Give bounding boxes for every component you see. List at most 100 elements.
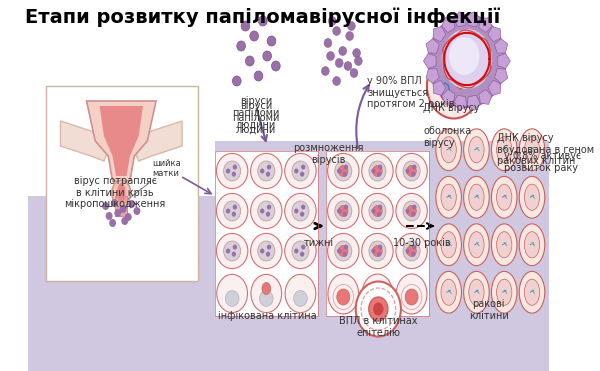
Text: шийка
матки: шийка матки bbox=[152, 158, 181, 178]
Ellipse shape bbox=[285, 233, 316, 269]
Ellipse shape bbox=[224, 161, 241, 181]
Ellipse shape bbox=[441, 279, 456, 305]
Ellipse shape bbox=[371, 289, 384, 305]
Circle shape bbox=[241, 21, 250, 31]
Circle shape bbox=[300, 172, 304, 177]
Polygon shape bbox=[442, 89, 455, 104]
Ellipse shape bbox=[403, 161, 420, 181]
Ellipse shape bbox=[335, 241, 352, 261]
Ellipse shape bbox=[217, 233, 248, 269]
Circle shape bbox=[106, 212, 113, 220]
Ellipse shape bbox=[524, 279, 539, 305]
Ellipse shape bbox=[285, 275, 316, 313]
Text: 10-30 років: 10-30 років bbox=[393, 238, 451, 248]
Ellipse shape bbox=[396, 153, 427, 188]
Ellipse shape bbox=[497, 184, 512, 210]
Bar bbox=[215, 151, 317, 271]
Circle shape bbox=[263, 51, 272, 61]
Text: віруси
папіломи
людини: віруси папіломи людини bbox=[232, 96, 280, 129]
Circle shape bbox=[337, 209, 341, 213]
Polygon shape bbox=[467, 12, 480, 27]
Text: ДНК вірусу: ДНК вірусу bbox=[424, 103, 480, 113]
Circle shape bbox=[333, 76, 341, 85]
Ellipse shape bbox=[338, 206, 348, 217]
Circle shape bbox=[115, 209, 121, 217]
Ellipse shape bbox=[407, 165, 416, 177]
Ellipse shape bbox=[442, 29, 492, 89]
Ellipse shape bbox=[362, 274, 393, 314]
Circle shape bbox=[378, 165, 382, 170]
Ellipse shape bbox=[497, 279, 512, 305]
Ellipse shape bbox=[427, 53, 481, 118]
Ellipse shape bbox=[519, 224, 545, 266]
Ellipse shape bbox=[405, 289, 418, 305]
Circle shape bbox=[125, 213, 132, 221]
Bar bbox=[28, 196, 550, 371]
Ellipse shape bbox=[217, 193, 248, 229]
Circle shape bbox=[347, 22, 355, 30]
Polygon shape bbox=[488, 27, 501, 42]
Ellipse shape bbox=[226, 290, 239, 306]
Ellipse shape bbox=[469, 232, 484, 258]
Ellipse shape bbox=[407, 206, 416, 217]
Circle shape bbox=[232, 76, 241, 86]
Text: розмноження
вірусів: розмноження вірусів bbox=[293, 143, 363, 165]
Text: вірус потрапляє
в клітини крізь
мікропошкодження: вірус потрапляє в клітини крізь мікропош… bbox=[65, 176, 166, 209]
Ellipse shape bbox=[464, 271, 489, 313]
Ellipse shape bbox=[258, 201, 275, 221]
Circle shape bbox=[300, 211, 304, 217]
Ellipse shape bbox=[338, 245, 348, 257]
Circle shape bbox=[267, 36, 276, 46]
Ellipse shape bbox=[369, 241, 386, 261]
Circle shape bbox=[233, 165, 237, 170]
Circle shape bbox=[226, 209, 230, 213]
Ellipse shape bbox=[362, 153, 393, 188]
Ellipse shape bbox=[258, 241, 275, 261]
Circle shape bbox=[412, 244, 416, 250]
Circle shape bbox=[301, 244, 305, 250]
Ellipse shape bbox=[251, 275, 281, 313]
Circle shape bbox=[353, 49, 361, 58]
Ellipse shape bbox=[441, 232, 456, 258]
Circle shape bbox=[128, 200, 135, 208]
Ellipse shape bbox=[117, 183, 125, 203]
Ellipse shape bbox=[464, 224, 489, 266]
Ellipse shape bbox=[335, 161, 352, 181]
Ellipse shape bbox=[262, 282, 271, 295]
Text: ДНК вірусу
вбудована в геном
ракових клітин: ДНК вірусу вбудована в геном ракових клі… bbox=[497, 133, 595, 166]
Ellipse shape bbox=[328, 153, 359, 188]
Circle shape bbox=[266, 172, 270, 177]
Circle shape bbox=[272, 61, 280, 71]
Circle shape bbox=[294, 249, 299, 253]
Polygon shape bbox=[454, 12, 467, 27]
Ellipse shape bbox=[285, 193, 316, 229]
Circle shape bbox=[371, 168, 376, 174]
Bar bbox=[215, 151, 317, 316]
Polygon shape bbox=[424, 53, 436, 69]
Ellipse shape bbox=[251, 193, 282, 229]
Ellipse shape bbox=[369, 161, 386, 181]
Ellipse shape bbox=[285, 153, 316, 188]
Polygon shape bbox=[433, 27, 446, 42]
Circle shape bbox=[344, 62, 352, 70]
Circle shape bbox=[412, 204, 416, 210]
Polygon shape bbox=[454, 95, 467, 110]
Ellipse shape bbox=[428, 15, 505, 107]
Ellipse shape bbox=[251, 233, 282, 269]
Bar bbox=[326, 151, 428, 316]
Circle shape bbox=[232, 252, 236, 257]
Ellipse shape bbox=[369, 297, 388, 321]
Circle shape bbox=[232, 211, 236, 217]
Circle shape bbox=[343, 211, 347, 217]
Circle shape bbox=[406, 168, 410, 174]
Ellipse shape bbox=[491, 176, 517, 218]
Circle shape bbox=[133, 207, 140, 215]
Ellipse shape bbox=[439, 67, 469, 105]
Ellipse shape bbox=[373, 302, 383, 315]
Circle shape bbox=[233, 244, 237, 250]
Circle shape bbox=[322, 66, 329, 76]
Circle shape bbox=[233, 204, 237, 210]
Ellipse shape bbox=[491, 224, 517, 266]
Circle shape bbox=[411, 172, 415, 177]
Polygon shape bbox=[426, 69, 439, 83]
